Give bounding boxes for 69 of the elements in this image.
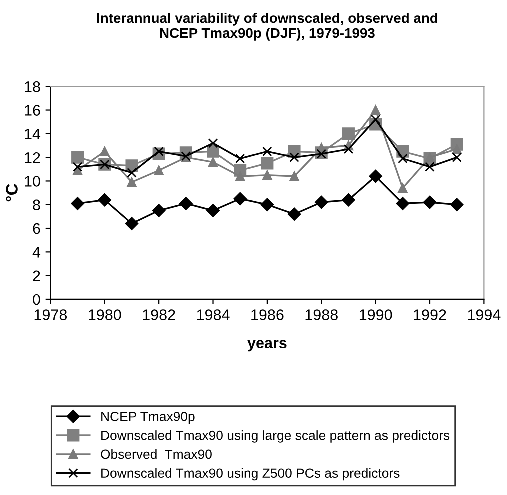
legend-label: Observed Tmax90	[101, 449, 212, 460]
point	[260, 198, 274, 212]
x-tick-label: 1978	[34, 310, 68, 320]
y-tick-label: 16	[25, 105, 40, 116]
point	[450, 198, 464, 212]
point	[261, 157, 274, 170]
point	[452, 152, 462, 162]
x-tick-label: 1994	[468, 310, 501, 320]
point	[71, 197, 84, 210]
point	[235, 172, 246, 182]
point	[288, 208, 302, 221]
point	[208, 157, 218, 168]
point	[207, 145, 220, 158]
point	[154, 146, 164, 157]
x-tick-label: 1990	[360, 310, 392, 320]
point	[425, 152, 435, 162]
x-tick-label: 1984	[197, 310, 230, 320]
legend-label: NCEP Tmax90p	[102, 412, 195, 424]
x-tick-label: 1982	[143, 310, 176, 320]
point	[370, 105, 381, 116]
point	[369, 170, 382, 184]
point	[423, 196, 437, 210]
point	[154, 166, 164, 176]
x-tick-label: 1992	[414, 310, 446, 320]
x-axis-title: years	[248, 340, 287, 352]
point	[398, 154, 408, 164]
point	[315, 196, 328, 210]
point	[72, 151, 84, 164]
x-tick-label: 1980	[89, 310, 122, 320]
y-tick-label: 18	[25, 81, 40, 92]
point	[234, 192, 247, 206]
point	[72, 162, 83, 172]
point	[262, 146, 272, 157]
point	[125, 217, 139, 230]
y-tick-label: 8	[33, 200, 40, 211]
y-tick-label: 2	[33, 270, 40, 282]
legend-label: Downscaled Tmax90 using large scale pattern as predictors	[102, 430, 450, 443]
point	[398, 183, 408, 194]
point	[342, 194, 356, 207]
point	[100, 146, 110, 157]
point	[425, 162, 435, 172]
y-axis-title: °C	[6, 184, 18, 202]
point	[262, 170, 272, 180]
point	[290, 172, 300, 182]
y-tick-label: 10	[25, 176, 40, 187]
point	[316, 149, 326, 159]
point	[152, 204, 166, 218]
point	[452, 144, 462, 154]
point	[206, 204, 220, 218]
point	[396, 197, 410, 210]
x-tick-label: 1986	[252, 310, 284, 320]
point	[98, 194, 112, 207]
y-tick-label: 4	[32, 247, 41, 258]
y-tick-label: 0	[33, 294, 40, 306]
y-tick-label: 6	[33, 223, 40, 234]
point	[344, 144, 354, 154]
point	[370, 114, 381, 125]
point	[342, 128, 355, 140]
x-tick-label: 1988	[306, 310, 338, 320]
point	[290, 152, 300, 162]
y-tick-label: 12	[25, 152, 40, 164]
chart-title: Interannual variability of downscaled, observed and NCEP Tmax90p (DJF), 1979-1993	[97, 12, 438, 41]
point	[235, 154, 246, 164]
point	[180, 197, 193, 210]
point	[208, 138, 218, 148]
y-tick-label: 14	[25, 128, 41, 140]
legend-label: Downscaled Tmax90 using Z500 PCs as predictors	[102, 468, 400, 481]
point	[127, 168, 137, 178]
point	[127, 178, 137, 188]
